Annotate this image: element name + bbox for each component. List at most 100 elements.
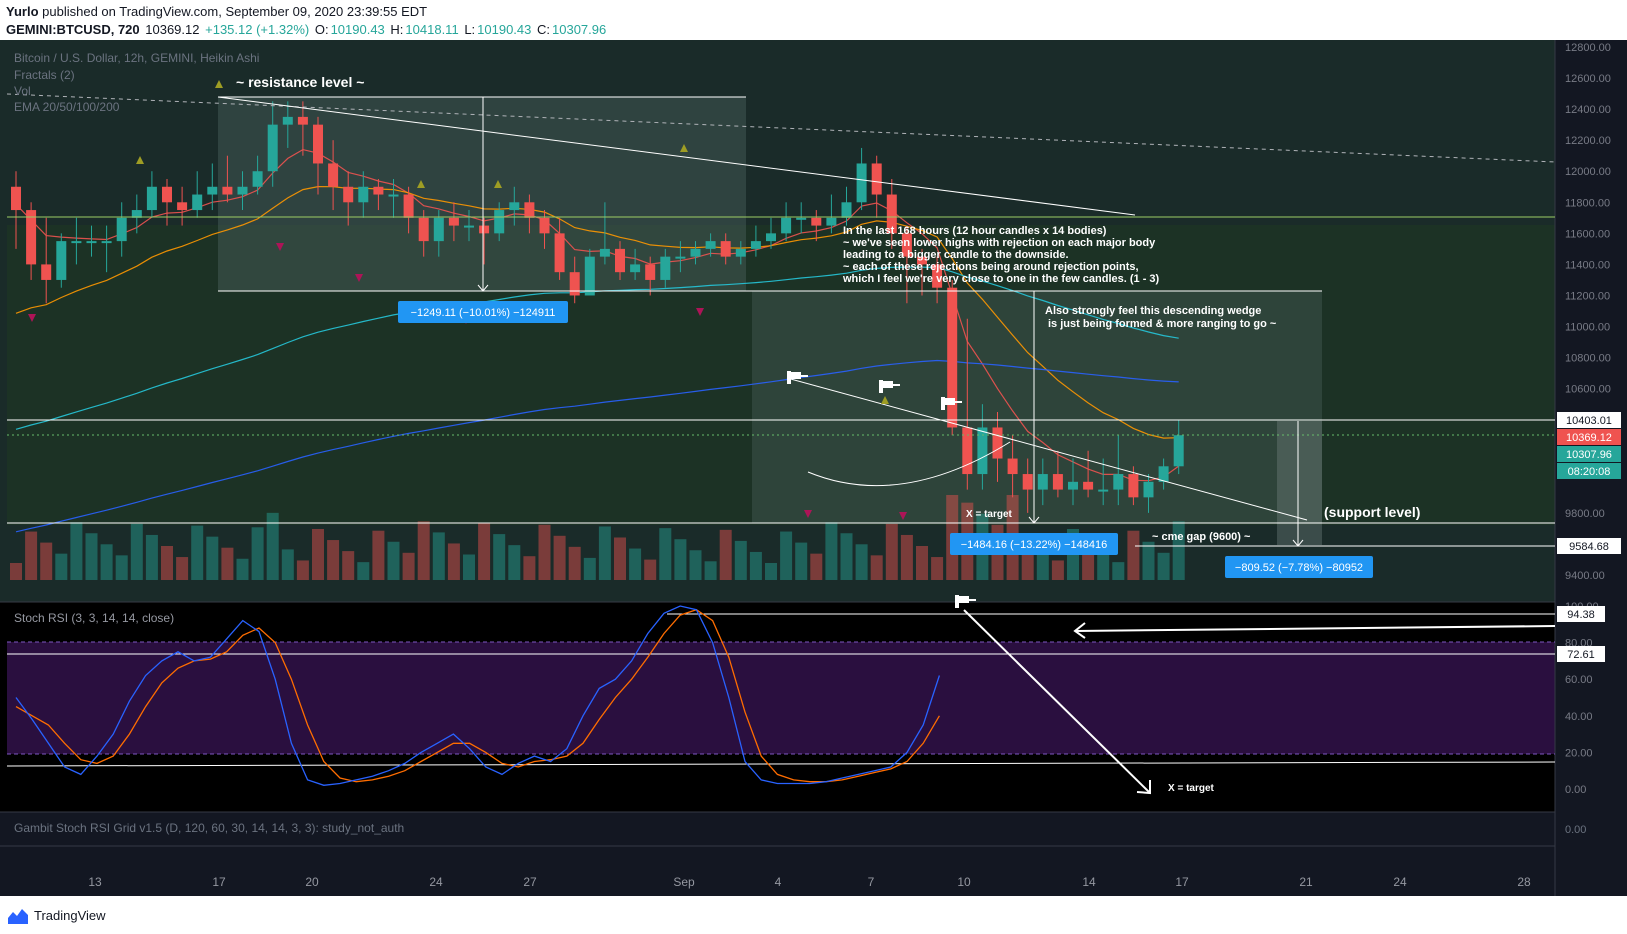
candle-body xyxy=(101,241,112,244)
symbol-label: GEMINI:BTCUSD, 720 xyxy=(6,22,140,37)
time-tick: 28 xyxy=(1517,875,1531,889)
volume-bar xyxy=(221,547,234,580)
chart-canvas[interactable]: Bitcoin / U.S. Dollar, 12h, GEMINI, Heik… xyxy=(0,40,1627,896)
candle-body xyxy=(962,427,973,475)
resistance-trendline[interactable] xyxy=(217,96,1136,216)
time-tick: 24 xyxy=(1393,875,1407,889)
volume-bar xyxy=(855,544,868,580)
legend-vol: Vol xyxy=(14,84,31,98)
support-arc[interactable] xyxy=(807,441,1011,487)
time-tick: 13 xyxy=(88,875,102,889)
measure-badge-3[interactable] xyxy=(1225,556,1373,578)
candle-body xyxy=(464,225,474,228)
ema-lines xyxy=(15,148,1180,533)
analysis-line: ~ we've seen lower highs with rejection … xyxy=(843,237,1156,249)
candle-body xyxy=(373,186,384,195)
candle-body xyxy=(403,194,414,218)
volume-bar xyxy=(236,558,249,580)
volume-bar xyxy=(145,534,158,580)
rsi-tick: 0.00 xyxy=(1565,784,1586,796)
candle-body xyxy=(599,248,610,257)
volume-bar xyxy=(598,526,611,580)
candle-body xyxy=(871,163,882,195)
candle-body xyxy=(901,233,912,257)
gambit-title: Gambit Stoch RSI Grid v1.5 (D, 120, 60, … xyxy=(14,821,404,835)
fractal-up-icon xyxy=(494,180,502,188)
candle-body xyxy=(1158,466,1169,482)
candle-body xyxy=(720,241,731,257)
tradingview-logo-icon[interactable] xyxy=(8,906,28,924)
flag-icon xyxy=(955,595,976,608)
volume-bar xyxy=(614,537,626,580)
candle-body xyxy=(494,210,505,234)
candle-body xyxy=(781,217,792,234)
volume-bar xyxy=(1097,551,1110,580)
volume-bar xyxy=(417,521,430,580)
volume-bar xyxy=(674,539,687,580)
volume-bar xyxy=(840,533,853,580)
time-tick: 21 xyxy=(1299,875,1313,889)
candle-body xyxy=(615,248,625,273)
price-tick: 12400.00 xyxy=(1565,104,1611,116)
fractal-up-icon xyxy=(881,396,889,404)
volume-bar xyxy=(40,542,53,580)
volume-bar xyxy=(780,531,793,580)
volume-bar xyxy=(1021,538,1034,580)
time-axis-ticks: 13 17 20 24 27 Sep 4 7 10 14 17 21 24 28 xyxy=(88,875,1531,889)
rsi-arrow-down-head xyxy=(1136,780,1151,795)
time-tick: 17 xyxy=(212,875,226,889)
target-label: X = target xyxy=(966,509,1013,520)
price-label-level: 10403.01 xyxy=(1566,415,1612,427)
price-label-timer-bg xyxy=(1557,463,1621,479)
price-tick: 11600.00 xyxy=(1565,228,1610,240)
candle-body xyxy=(26,210,37,265)
volume-bar xyxy=(191,525,204,580)
dashed-trendline[interactable] xyxy=(6,93,1556,163)
candle-body xyxy=(222,186,233,195)
volume-bar xyxy=(644,559,657,580)
rsi-band xyxy=(7,642,1555,754)
rsi-label-b: 72.61 xyxy=(1567,649,1595,661)
measure-badge-2[interactable] xyxy=(950,533,1118,555)
rsi-tick: 20.00 xyxy=(1565,747,1593,759)
measure-box-3 xyxy=(1277,421,1322,545)
rsi-arrow-left-head xyxy=(1073,622,1086,639)
candle-body xyxy=(418,217,429,242)
volume-bar xyxy=(327,540,340,580)
wedge-trendline[interactable] xyxy=(786,377,1308,521)
volume-bar xyxy=(523,556,536,580)
support-label: (support level) xyxy=(1324,504,1420,520)
candle-body xyxy=(524,202,535,218)
volume-bar xyxy=(25,531,38,580)
volume-bar xyxy=(463,554,475,580)
time-tick: 27 xyxy=(523,875,537,889)
legend-fractals: Fractals (2) xyxy=(14,68,75,82)
rsi-arrow-left[interactable] xyxy=(1074,625,1556,632)
ema-line xyxy=(15,185,1179,439)
candle-body xyxy=(1113,474,1124,490)
brand-name[interactable]: TradingView xyxy=(34,908,106,923)
volume-bar xyxy=(312,529,324,580)
candle-body xyxy=(71,241,82,244)
arrowhead-2 xyxy=(1028,516,1040,524)
candle-body xyxy=(388,194,399,197)
candle-body xyxy=(932,264,943,288)
rsi-arrow-down[interactable] xyxy=(963,609,1151,794)
candle-body xyxy=(826,217,837,226)
time-tick: 24 xyxy=(429,875,443,889)
volume-bar xyxy=(493,534,506,580)
price-tick: 11000.00 xyxy=(1565,322,1610,334)
candle-body xyxy=(131,210,142,218)
rsi-floor-line[interactable] xyxy=(6,761,1556,767)
measure-badge-1[interactable] xyxy=(398,301,568,323)
volume-bar xyxy=(402,552,415,580)
stoch-rsi-lines xyxy=(15,605,941,786)
candle-body xyxy=(1143,481,1154,498)
price-tick: 10800.00 xyxy=(1565,353,1611,365)
candle-body xyxy=(479,225,490,234)
author-name[interactable]: Yurlo xyxy=(6,4,39,19)
volume-bar xyxy=(931,557,944,580)
volume-bar xyxy=(1157,552,1170,580)
fractal-down-icon xyxy=(276,243,284,251)
footer: TradingView xyxy=(0,896,1627,934)
